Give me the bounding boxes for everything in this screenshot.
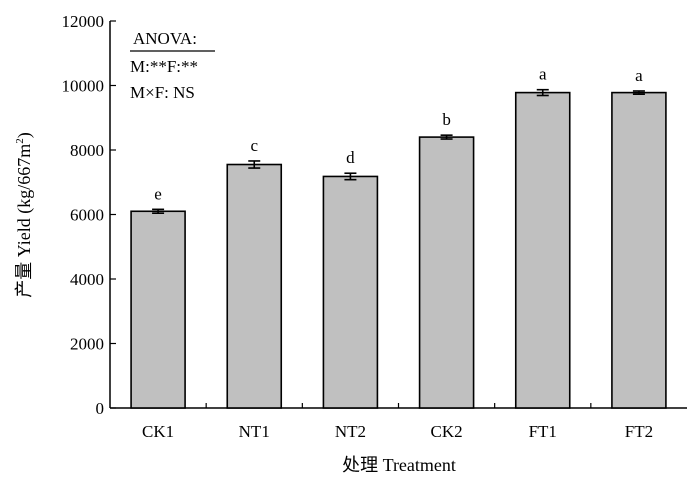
- significance-letter: d: [346, 148, 355, 167]
- y-tick-label: 2000: [70, 335, 104, 354]
- bar: [130, 210, 186, 409]
- bar: [322, 175, 379, 409]
- anova-main-effects: M:**F:**: [130, 57, 198, 76]
- y-axis-label: 产量 Yield (kg/667m2): [14, 132, 35, 298]
- bars: e c d b a a: [130, 65, 667, 409]
- y-tick-label: 8000: [70, 141, 104, 160]
- bar: [418, 136, 475, 409]
- bar: [226, 163, 283, 409]
- x-ticks: CK1 NT1 NT2 CK2 FT1 FT2: [142, 403, 653, 441]
- significance-letter: c: [250, 136, 258, 155]
- significance-letter: a: [635, 66, 643, 85]
- y-axis-label-superscript: 2: [14, 138, 26, 144]
- x-tick-label: CK1: [142, 422, 174, 441]
- x-axis-label: 处理 Treatment: [342, 455, 456, 475]
- x-tick-label: NT2: [335, 422, 366, 441]
- significance-letter: a: [539, 65, 547, 84]
- y-tick-label: 4000: [70, 270, 104, 289]
- significance-letter: e: [154, 184, 162, 203]
- y-tick-label: 6000: [70, 206, 104, 225]
- y-tick-label: 10000: [62, 77, 105, 96]
- x-tick-label: CK2: [431, 422, 463, 441]
- x-tick-label: NT1: [239, 422, 270, 441]
- bar: [611, 91, 667, 409]
- anova-title: ANOVA:: [133, 29, 197, 48]
- bar: [514, 91, 571, 409]
- x-tick-label: FT1: [529, 422, 557, 441]
- y-ticks: 0 2000 4000 6000 8000 10000 12000: [62, 12, 116, 418]
- y-axis-label-main: 产量 Yield (kg/667m: [14, 144, 35, 298]
- anova-interaction: M×F: NS: [130, 83, 195, 102]
- axes: [109, 21, 687, 409]
- x-tick-label: FT2: [625, 422, 653, 441]
- y-tick-label: 0: [96, 399, 105, 418]
- significance-letter: b: [442, 110, 451, 129]
- y-axis-label-close: ): [14, 132, 35, 138]
- y-tick-label: 12000: [62, 12, 105, 31]
- anova-annotation: ANOVA: M:**F:** M×F: NS: [130, 29, 215, 102]
